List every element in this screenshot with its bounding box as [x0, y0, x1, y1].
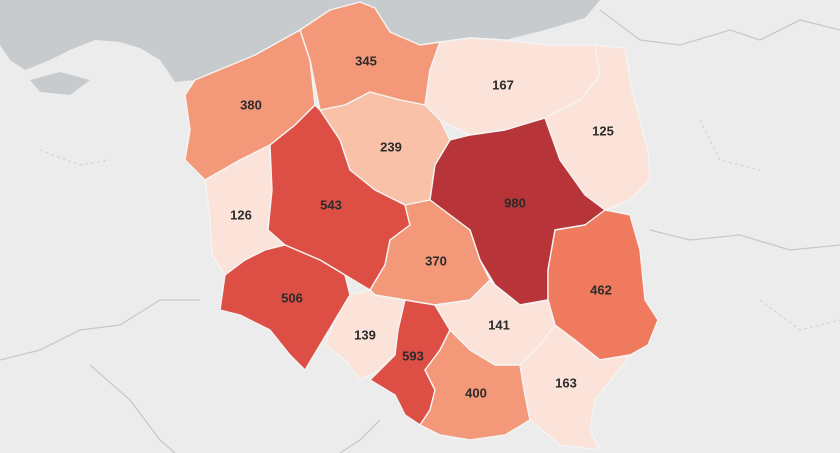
baltic-sea — [0, 0, 600, 82]
region-label: 543 — [320, 198, 342, 213]
border-line — [0, 299, 200, 361]
region-label: 400 — [465, 386, 487, 401]
region-label: 593 — [402, 349, 424, 364]
border-line — [599, 9, 840, 46]
region-label: 163 — [555, 376, 577, 391]
border-line — [89, 364, 176, 453]
border-line — [39, 149, 111, 166]
region-label: 139 — [354, 328, 376, 343]
region-label: 345 — [355, 54, 377, 69]
region-label: 506 — [281, 291, 303, 306]
border-line — [699, 119, 761, 171]
region-podkarpackie[interactable] — [519, 324, 631, 451]
regions — [184, 1, 659, 451]
border-line — [339, 419, 381, 453]
region-label: 980 — [504, 196, 526, 211]
region-labels: 380 345 167 125 239 126 543 980 370 462 … — [230, 54, 614, 401]
region-label: 370 — [425, 254, 447, 269]
island — [30, 72, 90, 95]
region-label: 380 — [240, 98, 262, 113]
region-label: 462 — [590, 283, 612, 298]
region-label: 239 — [380, 140, 402, 155]
region-malopolskie[interactable] — [419, 329, 531, 441]
region-label: 167 — [492, 78, 514, 93]
region-label: 141 — [488, 318, 510, 333]
region-label: 126 — [230, 208, 252, 223]
region-label: 125 — [592, 124, 614, 139]
border-line — [649, 229, 840, 251]
border-line — [759, 299, 840, 331]
